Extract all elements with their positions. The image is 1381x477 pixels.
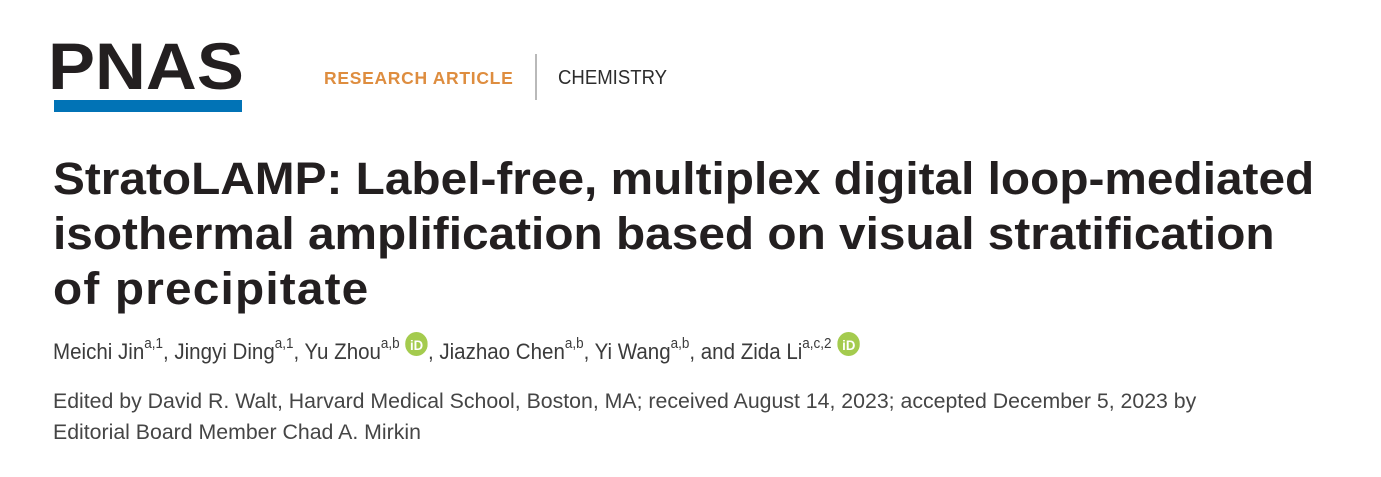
svg-text:iD: iD bbox=[410, 338, 423, 353]
svg-text:iD: iD bbox=[842, 338, 855, 353]
